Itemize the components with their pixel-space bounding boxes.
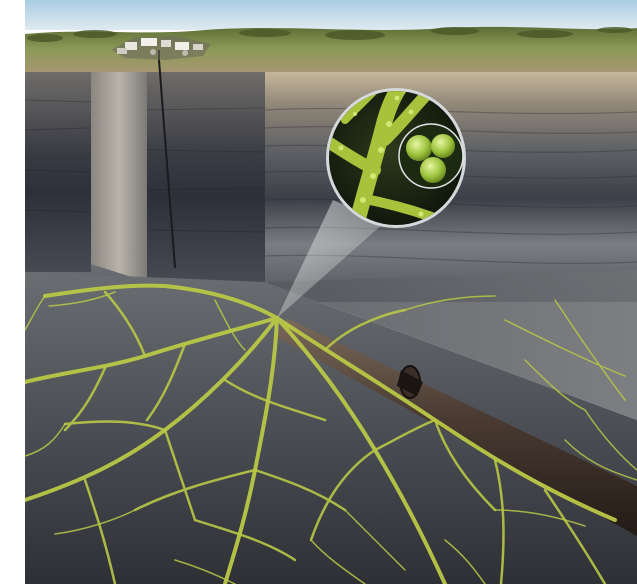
vertical-wellbore [158, 59, 176, 269]
rock-pillar-light [91, 72, 147, 282]
magnified-cells [406, 134, 455, 183]
magnifier-beam [277, 200, 385, 318]
rock-wall-center [147, 72, 265, 282]
illustration [25, 0, 637, 584]
horizontal-pipe [275, 318, 637, 536]
sky [25, 0, 637, 30]
rock-wall-left [25, 72, 91, 272]
illustration-canvas [25, 0, 637, 584]
fracture-network [25, 283, 637, 584]
surface-facility [111, 36, 211, 60]
rock-floor [25, 272, 637, 584]
magnified-inset [326, 88, 466, 228]
rock-wall-right [265, 270, 637, 420]
treeline [27, 27, 633, 42]
